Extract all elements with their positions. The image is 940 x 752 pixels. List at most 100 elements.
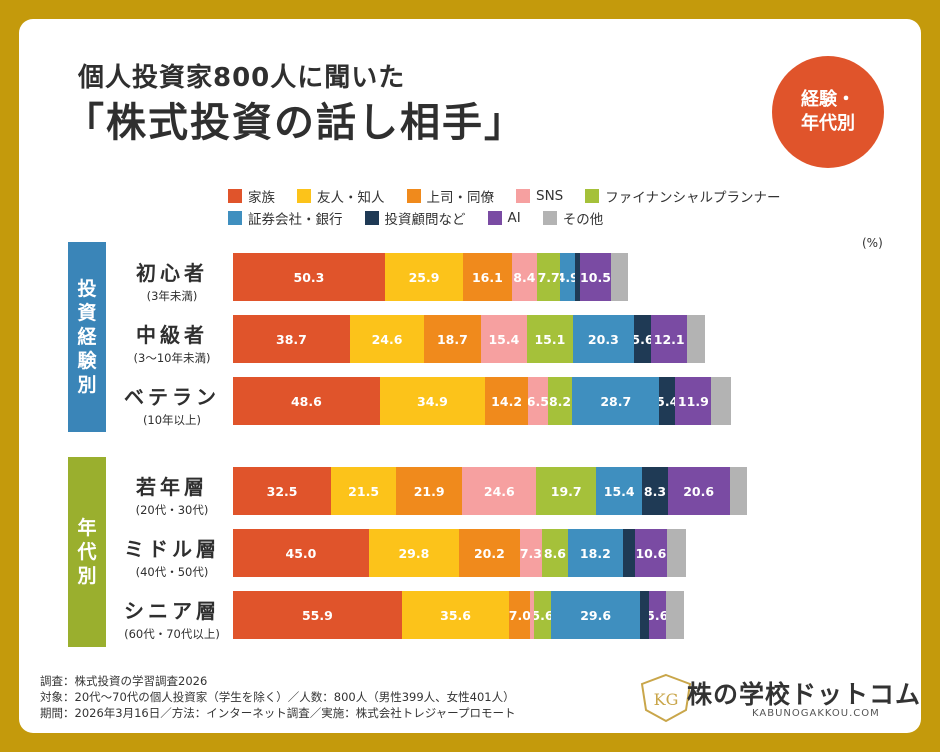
data-label: 21.5 [348, 483, 380, 499]
badge-line2: 年代別 [801, 113, 855, 134]
bar-segment: 6.5 [528, 377, 548, 425]
data-label: 18.7 [436, 331, 468, 347]
data-label: 5.6 [648, 607, 666, 623]
data-label: 55.9 [301, 607, 333, 623]
data-label: 24.6 [483, 483, 515, 499]
bar-segment: 16.1 [463, 253, 512, 301]
category-sub: (10年以上) [142, 413, 202, 427]
bar-segment: 8.6 [541, 529, 568, 577]
category-label: 中級者 (3〜10年未満) [112, 319, 232, 366]
group-label-char: 年 [77, 517, 97, 539]
bar-segment: 29.8 [368, 529, 459, 577]
legend-label: 投資顧問など [384, 212, 466, 228]
bar-segment: 4.9 [560, 253, 576, 301]
bar-segment: 55.9 [233, 591, 402, 639]
chart-legend: 家族 友人・知人 上司・同僚 SNS ファイナンシャルプランナー 証券会社・銀行 投資顧問… [228, 185, 848, 229]
bar-segment [611, 253, 628, 301]
legend-item: 上司・同僚 [406, 186, 494, 206]
bar-segment: 29.6 [550, 591, 641, 639]
bar-segment: 7.0 [509, 591, 531, 639]
title-line2: 「株式投資の話し相手」 [64, 100, 526, 146]
data-label: 20.3 [587, 331, 619, 347]
bar-segment: 25.9 [384, 253, 464, 301]
bar-segment: 7.7 [537, 253, 561, 301]
bar-segment [530, 591, 535, 639]
legend-swatch [585, 189, 600, 203]
bar-segment: 5.6 [648, 591, 666, 639]
bar-segment: 19.7 [536, 467, 596, 515]
stacked-bar: 55.9 35.6 7.0 5.6 29.6 5.6 [233, 591, 685, 639]
data-label: 11.9 [677, 393, 709, 409]
legend-item: AI [487, 210, 521, 226]
bar-segment: 18.2 [567, 529, 623, 577]
data-label: 45.0 [285, 545, 317, 561]
legend-row: 証券会社・銀行 投資顧問など AI その他 [228, 207, 848, 229]
bar-segment: 21.9 [396, 467, 463, 515]
data-label: 7.7 [537, 269, 560, 285]
category-badge: 経験・ 年代別 [772, 56, 884, 168]
bar-segment [575, 253, 580, 301]
bar-segment [666, 529, 686, 577]
legend-label: 友人・知人 [317, 190, 385, 206]
logo-text: KG [654, 690, 679, 709]
bar-segment: 8.2 [547, 377, 573, 425]
bar-segment: 15.1 [527, 315, 573, 363]
bar-segment: 38.7 [233, 315, 350, 363]
bar-segment: 10.6 [634, 529, 667, 577]
bar-segment: 5.4 [659, 377, 676, 425]
data-label: 6.5 [528, 393, 548, 409]
bar-segment [640, 591, 649, 639]
bar-segment [687, 315, 705, 363]
group-label: 年代別 [68, 457, 106, 647]
category-sub: (3〜10年未満) [133, 351, 211, 365]
data-label: 28.7 [600, 393, 632, 409]
bar-segment: 35.6 [401, 591, 510, 639]
legend-item: SNS [516, 188, 563, 204]
category-sub: (3年未満) [146, 289, 198, 303]
bar-segment: 10.5 [579, 253, 612, 301]
category-label: 初心者 (3年未満) [112, 257, 232, 304]
data-label: 7.3 [519, 545, 542, 561]
legend-item: 投資顧問など [364, 208, 466, 228]
bar-segment: 20.6 [667, 467, 730, 515]
category-label: ベテラン (10年以上) [112, 381, 232, 428]
legend-label: SNS [536, 188, 564, 204]
bar-segment: 48.6 [233, 377, 380, 425]
data-label: 15.1 [534, 331, 566, 347]
bar-segment [729, 467, 748, 515]
category-name: 中級者 [136, 323, 208, 347]
data-label: 5.6 [634, 331, 651, 347]
unit-label: (%) [862, 236, 883, 250]
bar-segment: 45.0 [233, 529, 369, 577]
bar-segment [622, 529, 635, 577]
legend-label: その他 [562, 212, 604, 228]
bar-segment: 5.6 [634, 315, 651, 363]
bar-segment [665, 591, 685, 639]
data-label: 50.3 [293, 269, 325, 285]
data-label: 29.8 [398, 545, 430, 561]
group-label-char: 別 [77, 565, 97, 587]
data-label: 5.4 [659, 393, 676, 409]
data-label: 32.5 [266, 483, 298, 499]
data-label: 5.6 [534, 607, 551, 623]
data-label: 20.2 [473, 545, 505, 561]
bar-segment: 32.5 [233, 467, 332, 515]
bar-segment: 15.4 [595, 467, 643, 515]
bar-segment: 8.4 [511, 253, 538, 301]
group-label-char: 投 [77, 278, 97, 300]
bar-segment: 7.3 [519, 529, 542, 577]
category-name: 若年層 [136, 475, 208, 499]
brand-url: KABUNOGAKKOU.COM [752, 708, 880, 719]
badge-line1: 経験・ [801, 89, 855, 110]
legend-swatch [406, 189, 421, 203]
footnote-line: 対象：20代〜70代の個人投資家（学生を除く）／人数：800人（男性399人、女… [40, 690, 515, 704]
legend-label: 家族 [248, 190, 275, 206]
data-label: 20.6 [683, 483, 715, 499]
legend-item: その他 [542, 208, 604, 228]
data-label: 14.2 [491, 393, 523, 409]
group-label-char: 代 [77, 541, 97, 563]
bar-segment: 5.6 [534, 591, 551, 639]
category-sub: (60代・70代以上) [124, 627, 220, 641]
legend-swatch [228, 189, 242, 203]
stacked-bar: 48.6 34.9 14.2 6.5 8.2 28.7 5.4 11.9 [233, 377, 731, 425]
